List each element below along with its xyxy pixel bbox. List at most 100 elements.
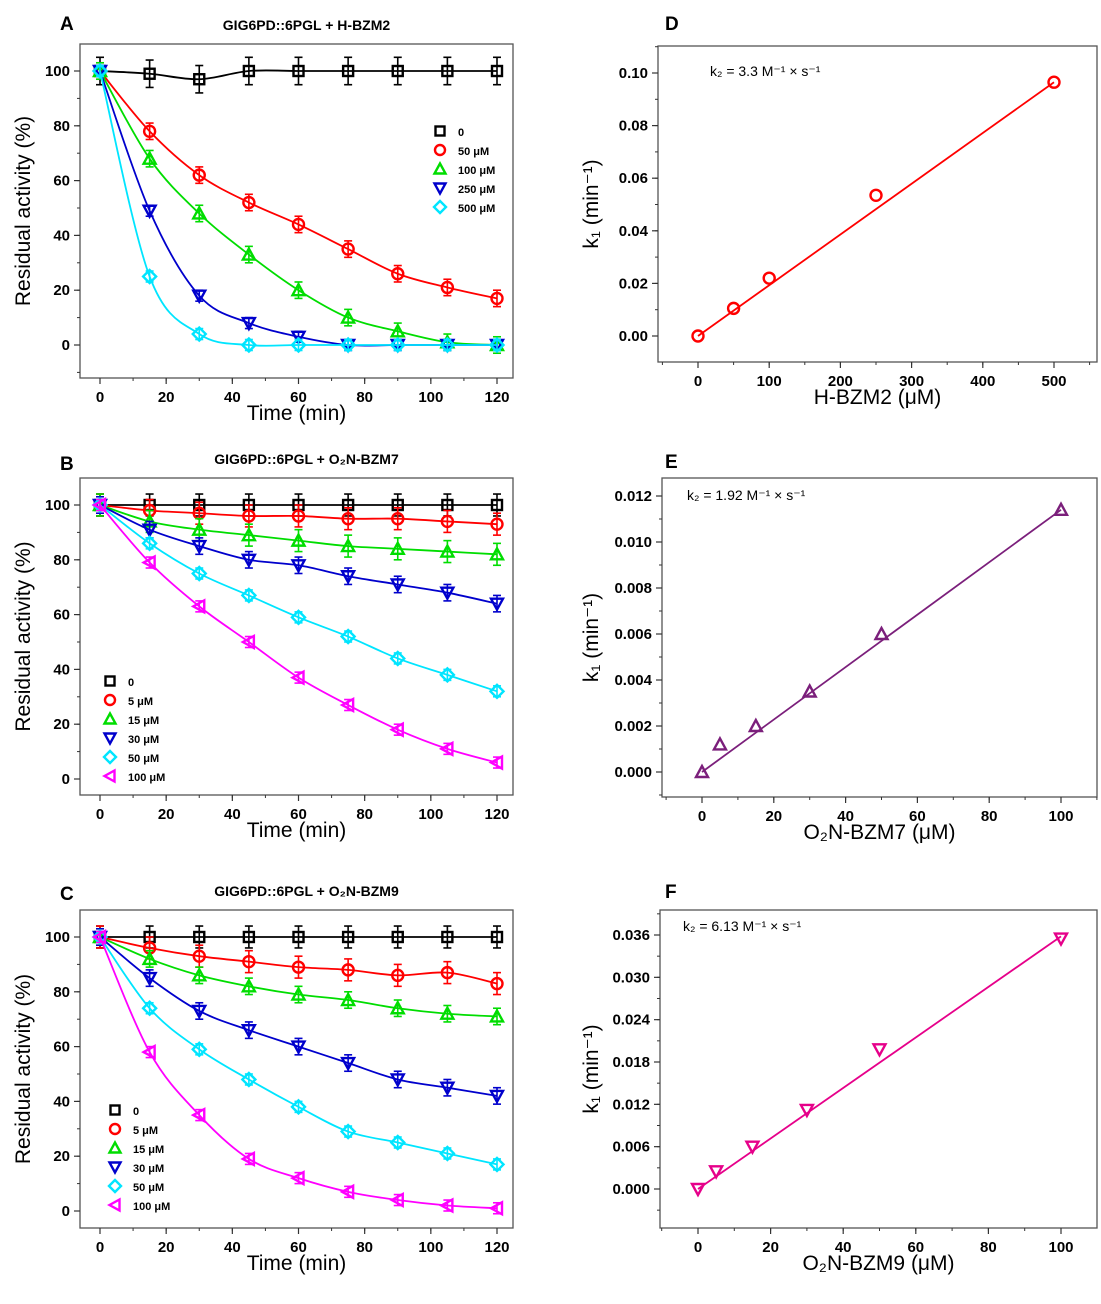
series-30-M (91, 927, 506, 1105)
y-tick-label: 40 (53, 1093, 70, 1110)
legend-entry: 50 μM (433, 143, 489, 158)
data-point (340, 1056, 357, 1072)
data-point (341, 64, 355, 78)
x-tick-label: 40 (837, 808, 854, 825)
data-point (389, 650, 406, 667)
panel-d: D 0 100 200 300 400 500 0.00 0.02 0.04 0.06 0.08 0.1… (580, 14, 1098, 409)
data-point (798, 1103, 815, 1119)
y-tick-label: 0.030 (612, 969, 650, 986)
legend-entry: 100 μM (102, 768, 165, 784)
legend-marker (434, 125, 446, 137)
x-tick-label: 60 (290, 1239, 307, 1256)
panel-letter: D (665, 14, 679, 35)
x-axis-label: Time (min) (247, 819, 347, 842)
data-point (191, 289, 208, 305)
legend-marker (432, 161, 448, 175)
data-point (340, 570, 357, 585)
fit-line (697, 81, 1055, 337)
x-tick-label: 80 (356, 389, 373, 406)
legend-label: 100 μM (128, 772, 165, 784)
data-point (341, 242, 355, 256)
series-100-M (91, 928, 504, 1217)
data-point (438, 1197, 454, 1214)
data-point (744, 1140, 761, 1156)
data-point (193, 930, 206, 944)
y-tick-label: 0.04 (619, 223, 649, 240)
y-tick-label: 0.012 (612, 1096, 650, 1113)
data-point (439, 336, 456, 354)
y-tick-label: 20 (53, 1148, 70, 1165)
data-point (291, 960, 306, 974)
data-point (91, 496, 107, 514)
data-point (488, 545, 506, 561)
legend-marker (107, 1140, 123, 1154)
data-point (490, 930, 504, 944)
x-tick-label: 120 (484, 1239, 509, 1256)
x-tick-label: 100 (1048, 808, 1073, 825)
data-point (240, 526, 257, 542)
data-point (747, 717, 764, 733)
data-point (439, 666, 456, 684)
data-point (391, 930, 404, 944)
legend-marker (102, 749, 118, 765)
fit-curve (99, 70, 498, 300)
legend-marker (102, 768, 116, 784)
data-point (290, 330, 307, 346)
x-tick-label: 300 (899, 373, 924, 390)
data-point (440, 514, 455, 529)
data-point (439, 1145, 456, 1162)
data-point (389, 999, 406, 1015)
data-point (1047, 75, 1061, 89)
panel-f: F 0 20 40 60 80 100 0.000 0.006 0.012 0.018 0.024 0.… (580, 882, 1098, 1275)
data-point (141, 971, 158, 987)
data-point (142, 124, 157, 138)
data-point (389, 1134, 406, 1151)
data-point (389, 336, 406, 354)
data-point (488, 1007, 506, 1023)
y-tick-label: 100 (45, 929, 70, 946)
data-point (389, 578, 406, 593)
data-point (192, 949, 206, 963)
plot-frame (659, 909, 1098, 1229)
x-tick-label: 80 (980, 1239, 997, 1256)
series-50-M (91, 496, 506, 700)
x-tick-label: 100 (418, 806, 443, 823)
legend-marker (104, 675, 116, 687)
data-point (339, 1183, 355, 1200)
data-point (490, 976, 504, 991)
data-point (289, 669, 305, 686)
x-tick-label: 40 (835, 1239, 852, 1256)
data-point (240, 316, 257, 332)
series-100-M (91, 496, 504, 771)
data-point (339, 628, 357, 645)
legend-marker (433, 143, 447, 157)
legend-label: 250 μM (458, 184, 495, 196)
y-tick-label: 0.000 (614, 764, 652, 781)
data-point (242, 195, 256, 210)
x-tick-label: 100 (1048, 1239, 1073, 1256)
data-point (340, 309, 357, 324)
data-point (339, 336, 357, 354)
legend-label: 100 μM (133, 1201, 170, 1213)
x-tick-label: 20 (158, 1239, 175, 1256)
x-tick-label: 0 (698, 808, 706, 825)
data-point (291, 509, 306, 523)
data-point (441, 930, 454, 944)
rate-constant-annotation: k₂ = 6.13 M⁻¹ × s⁻¹ (683, 918, 802, 934)
legend-label: 5 μM (128, 696, 153, 708)
data-point (389, 1192, 404, 1209)
data-point (440, 965, 455, 980)
series-k1 (689, 932, 1070, 1198)
x-axis-label: O₂N-BZM7 (μM) (803, 821, 955, 844)
data-point (292, 930, 305, 944)
legend-marker (103, 693, 117, 707)
data-point (190, 598, 206, 615)
data-point (141, 950, 158, 966)
x-tick-label: 120 (484, 389, 509, 406)
legend-entry: 50 μM (102, 749, 159, 765)
x-tick-label: 0 (96, 1239, 104, 1256)
legend-entry: 30 μM (107, 1161, 164, 1175)
data-point (290, 1040, 307, 1056)
